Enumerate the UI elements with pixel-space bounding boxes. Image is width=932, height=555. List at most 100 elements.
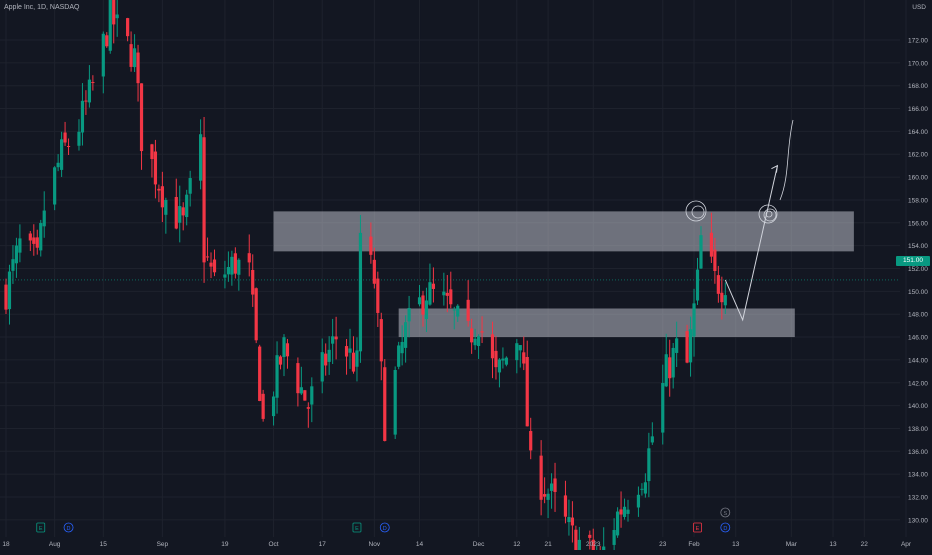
dividend-marker (63, 522, 74, 533)
candle-body (223, 274, 227, 278)
candle-body (529, 431, 533, 451)
x-tick-label: Apr (901, 541, 912, 548)
candle-body (591, 539, 595, 555)
candle-body (383, 367, 387, 441)
price-candles (4, 0, 727, 555)
candle-body (101, 33, 105, 77)
candle-body (619, 509, 623, 515)
candle-body (355, 350, 359, 367)
candle-body (723, 295, 727, 306)
candle-body (178, 206, 182, 223)
candle-body (344, 346, 349, 357)
candle-body (126, 18, 130, 37)
candle-body (233, 253, 237, 274)
candle-body (202, 137, 206, 263)
candle-body (230, 256, 234, 275)
dividend-marker-label: D (723, 526, 727, 532)
candle-body (324, 353, 328, 366)
candle-body (709, 232, 714, 257)
candle-body (664, 354, 668, 387)
candle-body (615, 511, 620, 536)
candle-body (563, 495, 568, 517)
candle-body (150, 144, 154, 160)
y-tick-label: 154.00 (908, 243, 928, 250)
candle-body (501, 358, 505, 361)
y-tick-label: 158.00 (908, 197, 928, 204)
candle-body (518, 345, 522, 351)
y-tick-label: 160.00 (908, 175, 928, 182)
y-tick-label: 170.00 (908, 60, 928, 67)
grid-lines (0, 0, 907, 537)
candle-body (442, 291, 446, 296)
candle-body (466, 299, 470, 321)
circle-scribble (685, 200, 707, 222)
candle-body (685, 331, 689, 363)
candle-body (278, 356, 283, 365)
candle-body (497, 359, 502, 373)
y-tick-label: 148.00 (908, 312, 928, 319)
candle-body (449, 289, 453, 305)
x-tick-label: 12 (513, 541, 521, 548)
event-markers: E D E D E D S (36, 507, 731, 533)
candle-body (153, 151, 158, 185)
candle-body (688, 329, 693, 363)
candle-body (108, 0, 112, 51)
candle-body (431, 283, 436, 289)
candle-body (494, 350, 498, 368)
candle-body (209, 262, 213, 267)
candle-body (661, 382, 665, 433)
candle-body (327, 349, 331, 362)
candle-body (351, 352, 356, 372)
y-tick-label: 166.00 (908, 106, 928, 113)
candle-body (56, 162, 60, 168)
candle-body (602, 546, 606, 552)
y-tick-label: 146.00 (908, 335, 928, 342)
candle-body (445, 292, 449, 296)
earnings-marker-label: E (39, 526, 43, 532)
candle-body (105, 35, 109, 47)
candle-body (18, 238, 22, 253)
candle-body (612, 530, 616, 545)
candle-body (525, 357, 529, 427)
circle-scribble (691, 205, 705, 219)
x-tick-label: Oct (269, 541, 279, 548)
candle-body (376, 278, 380, 313)
candle-body (407, 308, 411, 322)
candle-body (456, 305, 460, 317)
candle-body (577, 539, 581, 552)
candle-body (334, 336, 338, 340)
x-tick-label: Nov (369, 541, 381, 548)
x-tick-label: 18 (2, 541, 10, 548)
dividend-marker-label: D (383, 526, 387, 532)
candle-body (626, 509, 630, 514)
earnings-marker (36, 522, 46, 533)
candle-body (348, 348, 352, 353)
earnings-marker-label: E (696, 526, 700, 532)
candle-body (553, 478, 557, 492)
candle-body (66, 145, 71, 147)
candle-body (428, 282, 432, 305)
candle-body (473, 338, 477, 346)
drawing-annotations (685, 119, 794, 322)
candle-body (713, 249, 717, 271)
candle-body (393, 369, 397, 435)
last-price-tag: 151.00 (896, 256, 930, 266)
candle-body (115, 14, 119, 19)
candle-body (42, 210, 46, 227)
candle-body (164, 200, 168, 215)
candle-body (226, 267, 230, 275)
candle-body (258, 346, 262, 401)
candle-body (650, 436, 654, 443)
candle-body (417, 297, 422, 305)
circle-scribble (765, 210, 773, 218)
candle-body (303, 390, 307, 401)
candle-body (480, 331, 484, 333)
x-tick-label: 21 (544, 541, 552, 548)
symbol-legend: Apple Inc, 1D, NASDAQ (4, 4, 80, 11)
y-tick-label: 138.00 (908, 426, 928, 433)
y-tick-label: 156.00 (908, 220, 928, 227)
circle-scribble (758, 204, 778, 224)
candle-body (28, 233, 32, 241)
